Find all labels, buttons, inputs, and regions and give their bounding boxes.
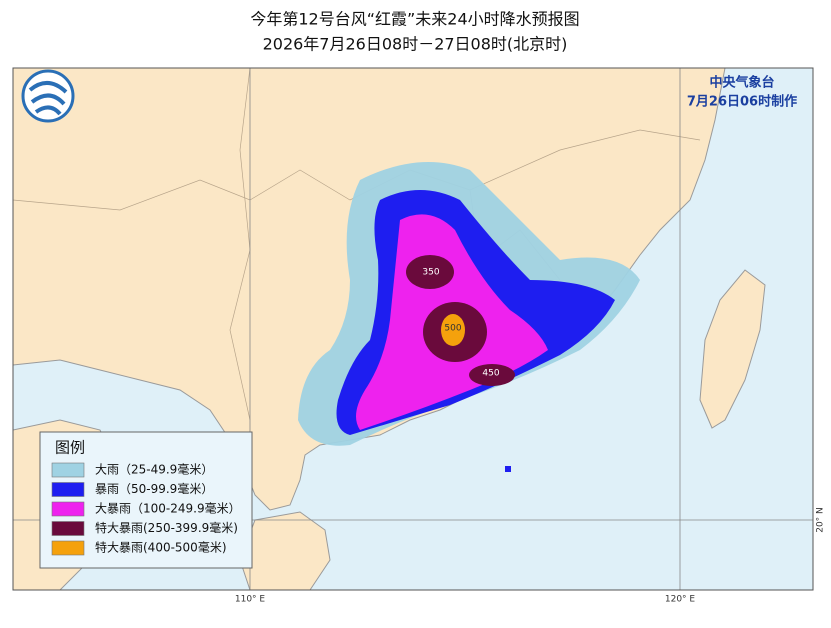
lat-label: 20° N (816, 507, 826, 533)
map: 350 500 450 (12, 67, 814, 591)
legend-label: 暴雨（50-99.9毫米） (95, 481, 213, 496)
legend-title: 图例 (55, 439, 85, 457)
legend: 图例 大雨（25-49.9毫米） 暴雨（50-99.9毫米） 大暴雨（100-249… (39, 431, 253, 569)
issue-time: 7月26日06时制作 (687, 94, 797, 110)
legend-swatch (51, 501, 85, 517)
contour-label: 450 (482, 369, 499, 379)
rain-extreme (406, 255, 454, 289)
legend-swatch (51, 462, 85, 478)
hainan (239, 511, 331, 590)
taiwan (699, 269, 766, 429)
map-frame (12, 67, 814, 591)
legend-label: 特大暴雨(250-399.9毫米) (95, 520, 238, 535)
lon-label: 110° E (235, 595, 266, 605)
subtitle: 2026年7月26日08时－27日08时(北京时) (263, 35, 568, 54)
contour-label: 350 (422, 268, 439, 278)
agency-name: 中央气象台 (709, 75, 774, 91)
legend-swatch (51, 521, 85, 536)
rain-extreme (469, 364, 515, 386)
lon-label: 120° E (665, 595, 696, 605)
rain-storm (505, 466, 511, 472)
contour-label: 500 (444, 324, 461, 334)
rain-extreme-max (441, 314, 465, 346)
title: 今年第12号台风“红霞”未来24小时降水预报图 (250, 10, 579, 29)
legend-swatch (51, 482, 85, 497)
legend-label: 大雨（25-49.9毫米） (95, 462, 213, 477)
legend-label: 大暴雨（100-249.9毫米） (95, 501, 241, 516)
logo (21, 69, 75, 123)
legend-swatch (51, 540, 85, 556)
legend-label: 特大暴雨(400-500毫米) (95, 540, 227, 555)
